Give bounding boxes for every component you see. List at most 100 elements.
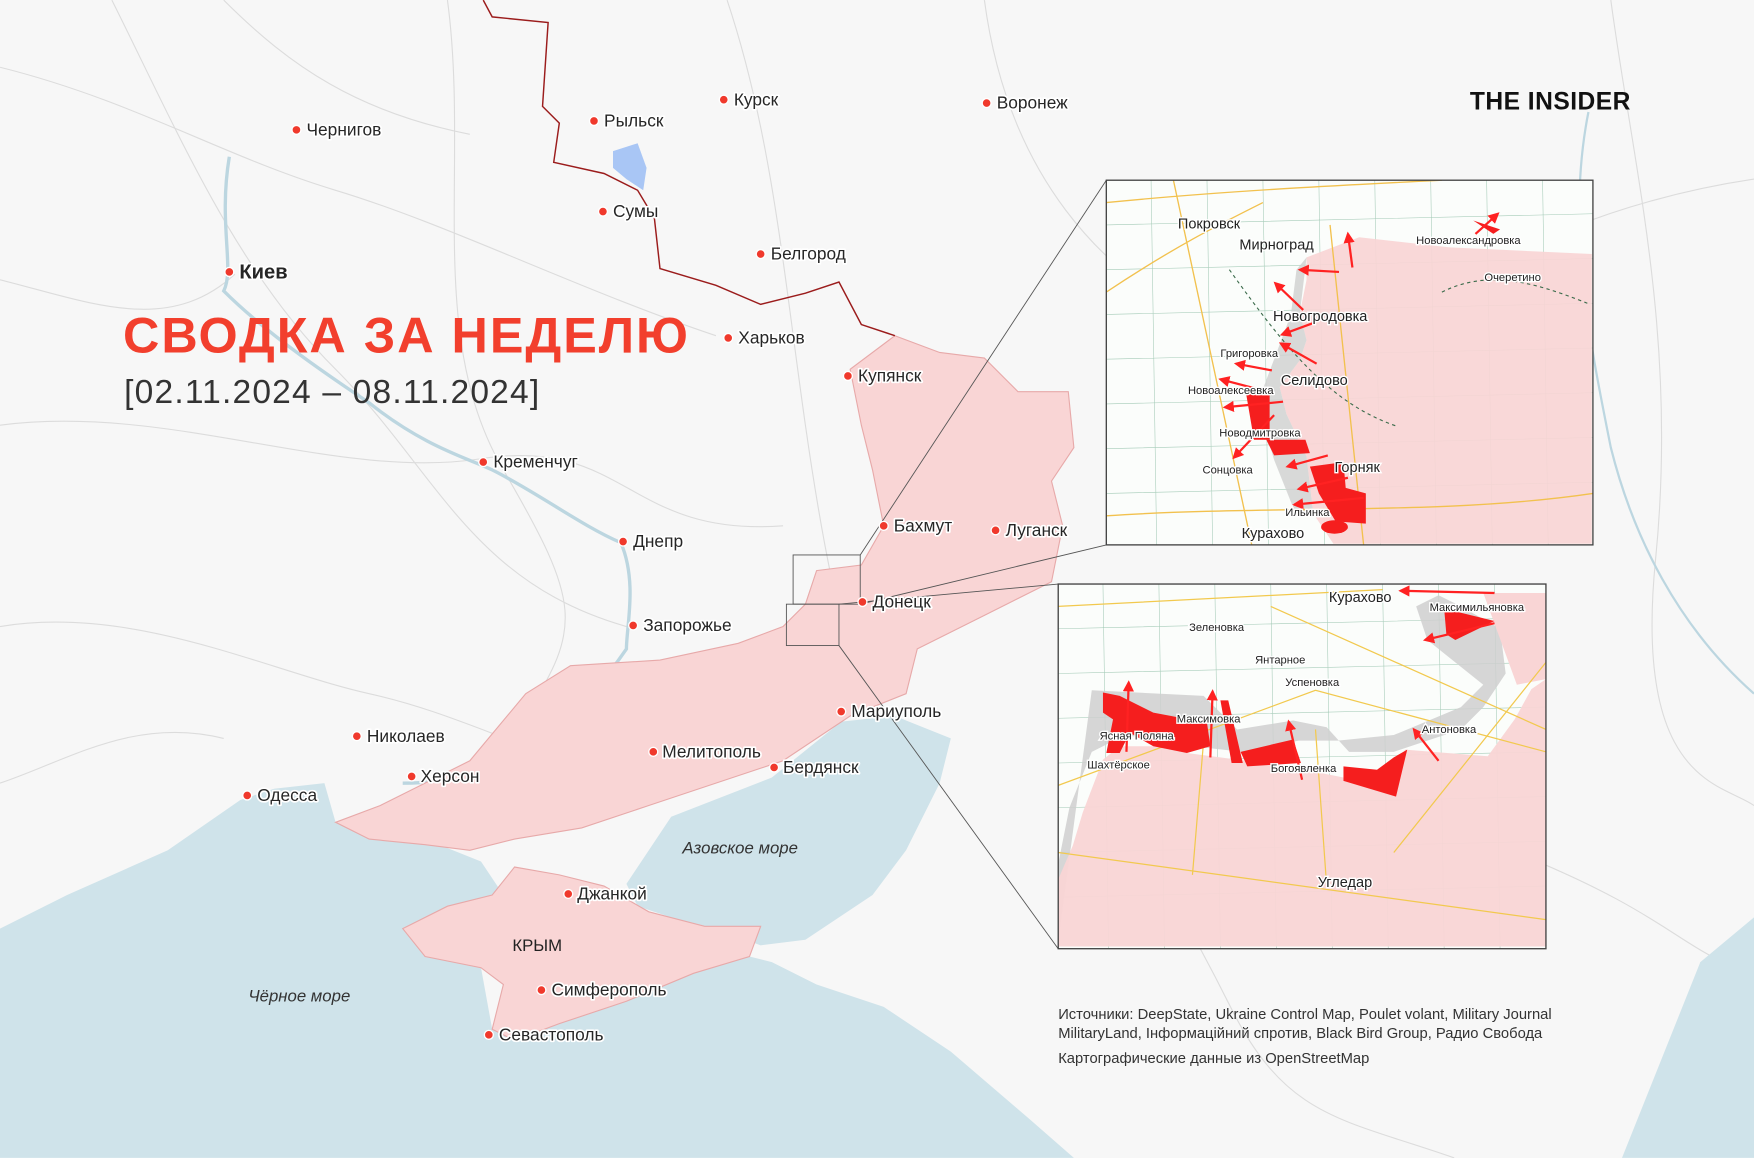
sources-block: Источники: DeepState, Ukraine Control Ma… [1058,1007,1551,1067]
svg-text:Херсон: Херсон [421,766,480,786]
place-myrnohrad: Мирноград [1239,238,1314,254]
svg-text:Купянск: Купянск [858,366,922,386]
city-kiev: Киев [224,260,289,285]
city-zaporozhye: Запорожье [627,613,733,637]
city-belgorod: Белгород [755,242,848,265]
place-ocheretino: Очеретино [1484,272,1541,284]
svg-text:Одесса: Одесса [257,785,317,805]
occupied-territory-crimea [401,866,762,1042]
place-shakhterskoe: Шахтёрское [1087,760,1149,772]
sources-line-1: Источники: DeepState, Ukraine Control Ma… [1058,1007,1551,1023]
place-grigorovka: Григоровка [1220,348,1278,360]
occupied-area [1058,679,1546,947]
svg-text:Сумы: Сумы [613,201,658,221]
place-bogoyavlenka: Богоявленка [1271,763,1337,775]
svg-text:Мариуполь: Мариуполь [851,701,941,721]
city-lugansk: Луганск [990,518,1069,542]
svg-text:Киев: Киев [239,262,287,284]
city-sevastopol: Севастополь [483,1023,605,1046]
svg-text:Донецк: Донецк [873,592,932,612]
svg-text:Рыльск: Рыльск [604,111,664,131]
place-novoaleksandrovka: Новоалександровка [1416,235,1521,247]
place-yantarnoe: Янтарное [1255,654,1305,666]
city-nikolaev: Николаев [351,724,446,747]
place-maksimilyanovka: Максимильяновка [1430,602,1525,614]
inset-pokrovsk: Покровск Мирноград Новоалександровка Оче… [1105,179,1594,546]
city-sumy: Сумы [597,199,660,223]
place-pokrovsk: Покровск [1178,216,1241,232]
city-chernigov: Чернигов [291,118,383,141]
city-mariupol: Мариуполь [836,699,943,723]
city-melitopol: Мелитополь [648,740,763,763]
place-kurakhovo: Курахово [1242,526,1305,542]
advance-areas [1246,220,1501,534]
place-sontsovka: Сонцовка [1203,464,1254,476]
svg-text:Запорожье: Запорожье [643,615,731,635]
the-insider-logo: THE INSIDER [1470,89,1631,116]
occupied-area [1279,237,1592,544]
city-kharkov: Харьков [723,326,806,349]
svg-text:Бердянск: Бердянск [783,757,859,777]
svg-text:Николаев: Николаев [367,726,445,746]
city-dzhankoy: Джанкой [563,882,649,905]
city-donetsk: Донецк [857,590,933,613]
svg-text:Симферополь: Симферополь [551,980,666,1000]
svg-text:Луганск: Луганск [1006,520,1068,540]
state-border [482,0,896,337]
black-sea-label: Чёрное море [248,986,350,1005]
svg-text:Днепр: Днепр [633,531,683,551]
svg-text:Кременчуг: Кременчуг [493,452,578,472]
place-antonovka: Антоновка [1422,724,1477,736]
svg-text:Белгород: Белгород [771,244,846,264]
place-yasnaya-polyana: Ясная Поляна [1100,731,1175,743]
svg-text:Воронеж: Воронеж [997,93,1068,113]
city-kursk: Курск [718,88,780,111]
city-kupyansk: Купянск [842,364,923,387]
city-berdyansk: Бердянск [768,755,861,779]
occupied-area-north [1483,592,1546,685]
svg-text:Чернигов: Чернигов [307,119,382,139]
place-novoalekseevka: Новоалексеевка [1188,385,1274,397]
city-odessa: Одесса [242,783,319,807]
map-data-credit: Картографические данные из OpenStreetMap [1058,1051,1369,1067]
svg-text:Севастополь: Севастополь [499,1024,604,1044]
advance-arrows [1218,212,1500,510]
page-title: СВОДКА ЗА НЕДЕЛЮ [123,306,688,363]
place-kurakhovo: Курахово [1329,590,1392,606]
azov-sea [626,716,951,946]
svg-text:Харьков: Харьков [738,328,804,348]
place-ugledar: Угледар [1318,875,1372,891]
place-selidovo: Селидово [1281,373,1348,389]
place-novogrodovka: Новогродовка [1273,309,1368,325]
azov-sea-label: Азовское море [681,839,798,858]
date-range: [02.11.2024 – 08.11.2024] [124,374,539,411]
place-gornyak: Горняк [1335,460,1381,476]
black-sea [0,783,1074,1158]
advance-arrows [1122,585,1495,781]
place-novodmitrovka: Новодмитровка [1219,427,1301,439]
place-zelenovka: Зеленовка [1189,622,1245,634]
svg-text:Бахмут: Бахмут [894,515,952,535]
sources-line-2: MilitaryLand, Інформаційний спротив, Bla… [1058,1026,1543,1042]
kursk-incursion-area [613,143,647,191]
svg-text:Мелитополь: Мелитополь [662,741,761,761]
occupied-territory-mainland [334,335,1075,851]
crimea-label: КРЫМ [512,936,562,955]
city-kremenchug: Кременчуг [478,450,580,473]
city-rylsk: Рыльск [588,109,666,132]
city-dnepr: Днепр [617,529,685,553]
inset-connectors [785,179,1107,949]
place-ilyinka: Ильинка [1285,507,1330,519]
inset-kurakhovo: Курахово Максимильяновка Зеленовка Янтар… [1057,583,1547,950]
city-simferopol: Симферополь [536,978,668,1001]
svg-text:Джанкой: Джанкой [577,883,647,903]
city-voronezh: Воронеж [981,91,1070,114]
place-uspenovka: Успеновка [1285,677,1340,689]
place-maksimovka: Максимовка [1177,714,1241,726]
svg-text:Курск: Курск [734,89,779,109]
city-bakhmut: Бахмут [878,514,954,537]
city-labels: Чернигов Рыльск Курск Воронеж Сумы Киев … [224,88,1070,1046]
city-kherson: Херсон [406,764,481,788]
caspian-edge [1622,917,1754,1158]
